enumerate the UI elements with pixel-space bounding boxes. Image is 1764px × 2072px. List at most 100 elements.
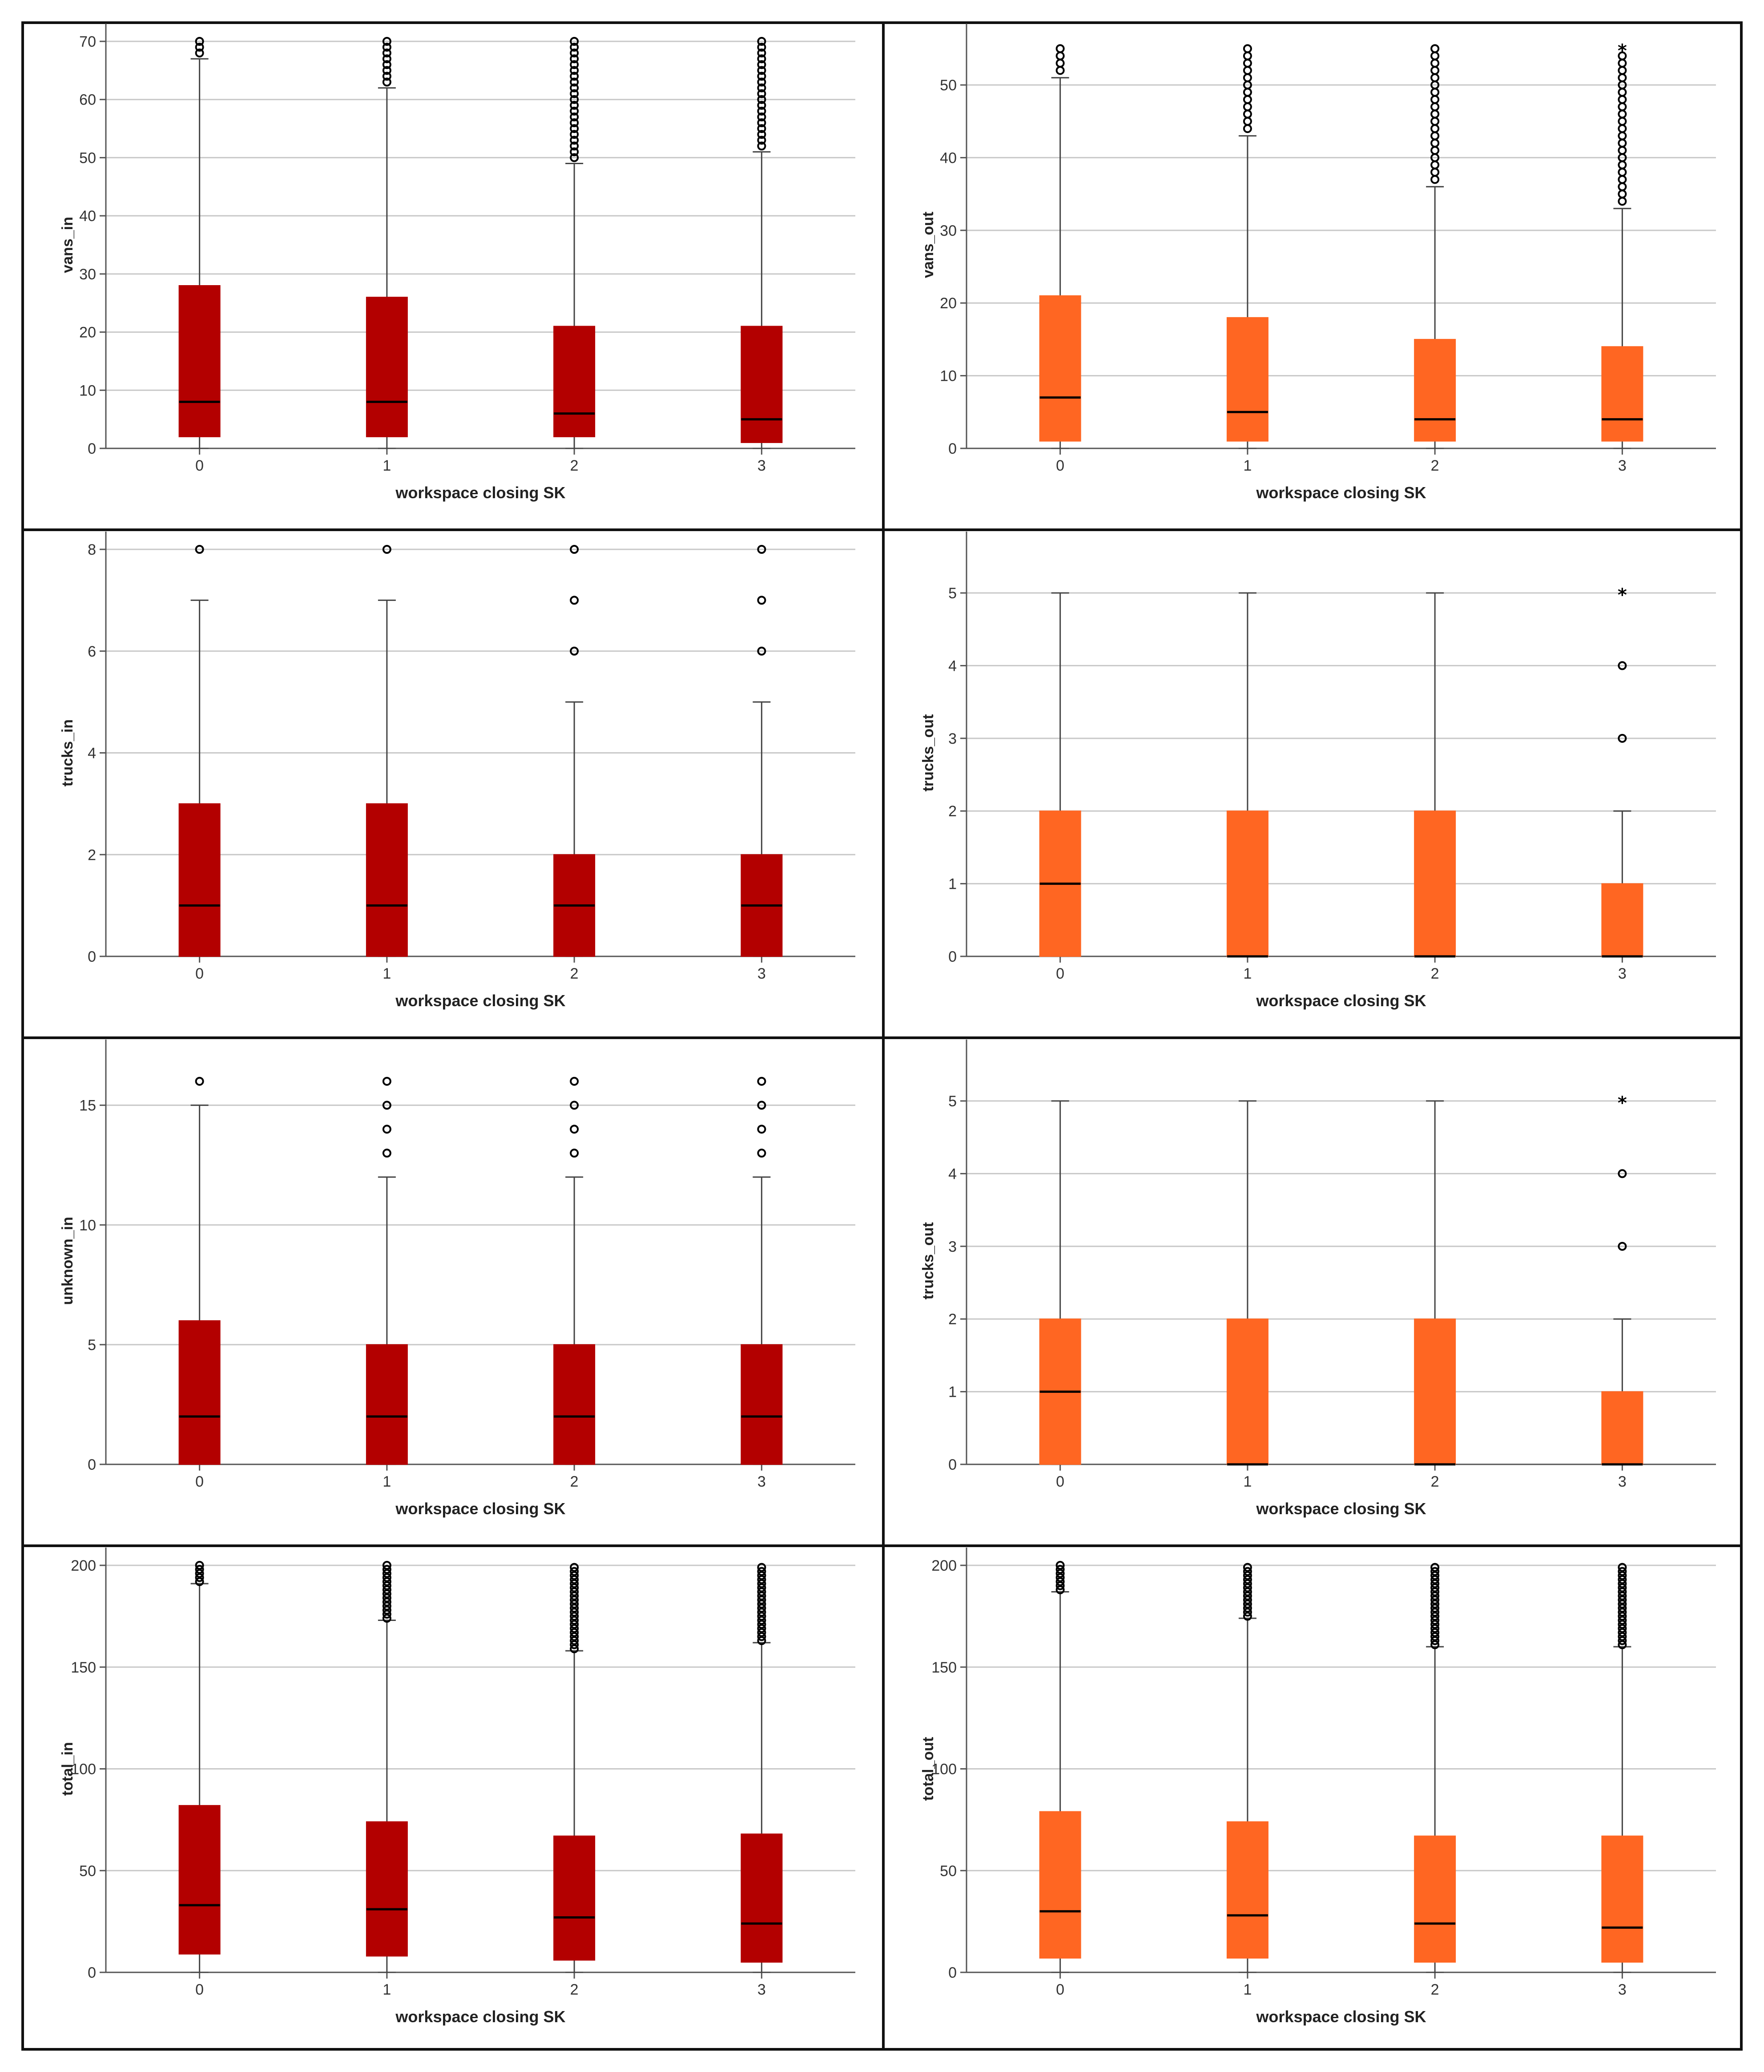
y-tick-label: 200 [71, 1557, 96, 1574]
outlier-point [1430, 1616, 1440, 1625]
outlier-point [1618, 1583, 1627, 1592]
outlier-point [570, 1616, 579, 1625]
outlier-point [1618, 51, 1627, 60]
outlier-point [1430, 1620, 1440, 1629]
outlier-point [1243, 124, 1252, 133]
y-tick-label: 150 [71, 1659, 96, 1676]
y-tick-label: 1 [948, 1384, 957, 1401]
x-tick-label: 1 [383, 1473, 391, 1490]
outlier-point [1055, 44, 1065, 53]
outlier-point [382, 1125, 391, 1134]
x-tick-label: 1 [1243, 965, 1252, 982]
outlier-point [1618, 1571, 1627, 1580]
outlier-point [1243, 73, 1252, 82]
outlier-point [570, 1632, 579, 1641]
outlier-point [1618, 1563, 1627, 1572]
x-tick-label: 1 [383, 1981, 391, 1998]
outlier-point [1243, 1604, 1252, 1613]
y-tick-label: 0 [88, 440, 96, 457]
extreme-point: * [1618, 40, 1627, 61]
outlier-point [570, 112, 579, 121]
y-tick-label: 50 [940, 77, 957, 94]
outlier-point [1618, 1567, 1627, 1576]
outlier-point [1055, 1573, 1065, 1582]
outlier-point [382, 1613, 391, 1623]
outlier-point [570, 77, 579, 87]
outlier-point [1243, 59, 1252, 68]
outlier-point [1243, 1587, 1252, 1596]
x-tick-label: 3 [1618, 1473, 1627, 1490]
panel-trucks-out-1: 0 1 2 3 4 5 trucks_out workspace closing SK 0 1 2 3… [882, 529, 1743, 1036]
outlier-point [757, 1100, 766, 1110]
outlier-point [1618, 661, 1627, 670]
outlier-point [570, 1563, 579, 1572]
outlier-point [1618, 88, 1627, 97]
outlier-point [570, 72, 579, 81]
outlier-point [1430, 1608, 1440, 1617]
outlier-point [1430, 131, 1440, 141]
y-tick-label: 0 [948, 948, 957, 965]
outlier-point [1243, 1599, 1252, 1608]
outlier-point [570, 48, 579, 58]
outlier-point [757, 1616, 766, 1625]
box-iqr [553, 1835, 596, 1961]
outlier-point [195, 48, 204, 58]
y-axis-label: trucks_out [920, 1222, 937, 1300]
outlier-point [382, 1569, 391, 1578]
y-tick-label: 2 [88, 847, 96, 863]
outlier-point [757, 1599, 766, 1608]
outlier-point [757, 95, 766, 104]
outlier-point [1618, 175, 1627, 184]
outlier-point [195, 1565, 204, 1574]
box-iqr [1414, 1835, 1456, 1963]
outlier-point [757, 1608, 766, 1617]
outlier-point [570, 66, 579, 75]
outlier-point [757, 83, 766, 93]
outlier-point [1430, 1571, 1440, 1580]
outlier-point [382, 60, 391, 69]
outlier-point [570, 1608, 579, 1617]
outlier-point [382, 66, 391, 75]
x-tick-label: 3 [1618, 965, 1627, 982]
x-tick-label: 2 [1431, 457, 1439, 474]
outlier-point [1618, 1612, 1627, 1621]
outlier-point [382, 43, 391, 52]
outlier-point [1430, 109, 1440, 119]
y-axis-label: vans_out [920, 212, 937, 278]
box-iqr [178, 1320, 221, 1465]
outlier-point [570, 43, 579, 52]
x-tick-label: 1 [1243, 1981, 1252, 1998]
y-tick-label: 30 [940, 222, 957, 239]
outlier-point [570, 106, 579, 116]
outlier-point [382, 545, 391, 554]
outlier-point [195, 43, 204, 52]
outlier-point [382, 1581, 391, 1590]
outlier-point [757, 1125, 766, 1134]
box-iqr [1601, 883, 1643, 957]
x-tick-label: 1 [1243, 457, 1252, 474]
outlier-point [1430, 1632, 1440, 1641]
outlier-point [1430, 160, 1440, 169]
outlier-point [1055, 51, 1065, 60]
outlier-point [757, 1575, 766, 1584]
y-tick-label: 4 [88, 745, 96, 762]
outlier-point [757, 1567, 766, 1576]
outlier-point [757, 646, 766, 656]
box-iqr [366, 803, 408, 957]
outlier-point [1618, 1575, 1627, 1584]
x-tick-label: 0 [1056, 1473, 1064, 1490]
outlier-point [382, 37, 391, 46]
outlier-point [1055, 1561, 1065, 1570]
outlier-point [382, 77, 391, 87]
outlier-point [570, 95, 579, 104]
outlier-point [382, 1585, 391, 1594]
outlier-point [382, 1100, 391, 1110]
outlier-point [1430, 146, 1440, 155]
y-axis-label: unknown_in [59, 1217, 76, 1305]
x-tick-label: 0 [1056, 965, 1064, 982]
outlier-point [1430, 44, 1440, 53]
outlier-point [757, 1628, 766, 1637]
x-tick-label: 3 [1618, 457, 1627, 474]
outlier-point [1243, 109, 1252, 119]
y-tick-label: 10 [79, 1217, 96, 1234]
